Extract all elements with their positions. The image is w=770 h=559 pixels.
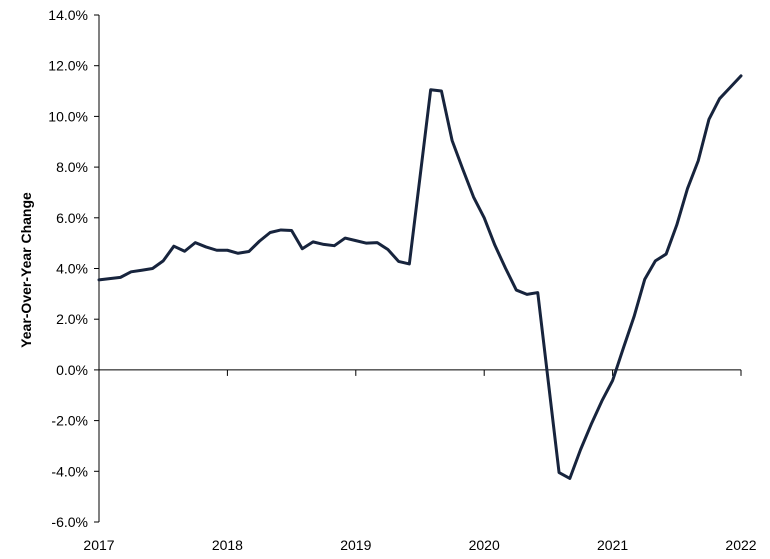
- y-tick-label: 4.0%: [56, 261, 88, 277]
- y-axis-title: Year-Over-Year Change: [18, 192, 34, 348]
- y-tick-label: -2.0%: [51, 413, 88, 429]
- x-tick-label: 2019: [340, 537, 371, 553]
- y-tick-label: -6.0%: [51, 514, 88, 530]
- y-tick-label: 0.0%: [56, 362, 88, 378]
- x-tick-label: 2022: [725, 537, 756, 553]
- y-axis-ticks: -6.0% -4.0% -2.0% 0.0% 2.0% 4.0% 6.0% 8.0% 10.0%…: [48, 7, 99, 530]
- y-tick-label: 6.0%: [56, 210, 88, 226]
- y-tick-label: 12.0%: [48, 58, 88, 74]
- series-line: [97, 74, 743, 480]
- y-tick-label: 8.0%: [56, 159, 88, 175]
- y-tick-label: 2.0%: [56, 311, 88, 327]
- y-tick-label: 10.0%: [48, 108, 88, 124]
- x-tick-label: 2017: [83, 537, 114, 553]
- y-tick-label: -4.0%: [51, 463, 88, 479]
- x-axis-ticks: 2017 2018 2019 2020 2021 2022: [83, 369, 757, 553]
- x-tick-label: 2021: [597, 537, 628, 553]
- x-tick-label: 2018: [212, 537, 243, 553]
- x-tick-label: 2020: [469, 537, 500, 553]
- y-tick-label: 14.0%: [48, 7, 88, 23]
